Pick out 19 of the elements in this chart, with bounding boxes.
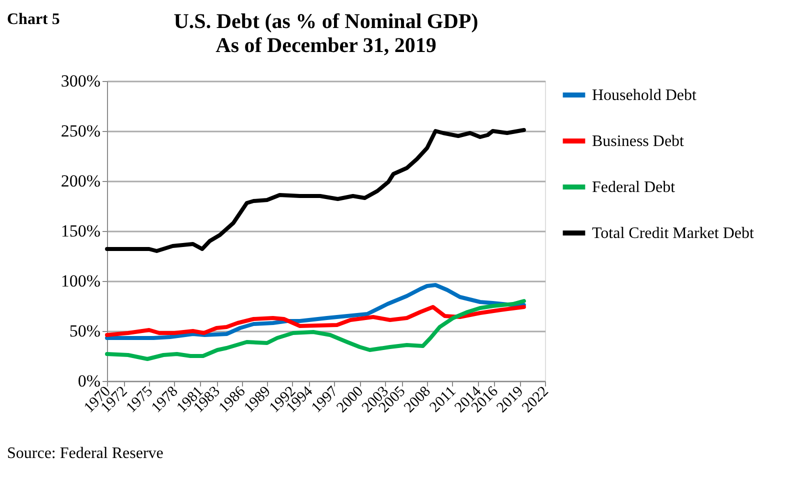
chart-subtitle: As of December 31, 2019 — [216, 33, 436, 57]
source-note: Source: Federal Reserve — [7, 445, 164, 462]
y-tick-label: 200% — [60, 172, 100, 190]
line-series — [105, 299, 526, 361]
chart-title: U.S. Debt (as % of Nominal GDP) — [174, 9, 478, 33]
y-tick-label: 100% — [60, 272, 100, 290]
y-tick-label: 150% — [60, 222, 100, 240]
line-series — [105, 305, 526, 337]
y-tick-label: 50% — [69, 322, 100, 340]
line-series — [105, 128, 526, 253]
legend-label: Total Credit Market Debt — [592, 225, 754, 242]
y-tick-label: 250% — [60, 122, 100, 140]
y-tick-label: 300% — [60, 72, 100, 90]
legend-label: Business Debt — [592, 133, 685, 150]
y-tick-label: 0% — [78, 372, 100, 390]
caption: Chart 5 — [7, 11, 60, 28]
legend-label: Federal Debt — [592, 179, 676, 196]
line-series — [105, 283, 526, 340]
legend-label: Household Debt — [592, 87, 697, 104]
